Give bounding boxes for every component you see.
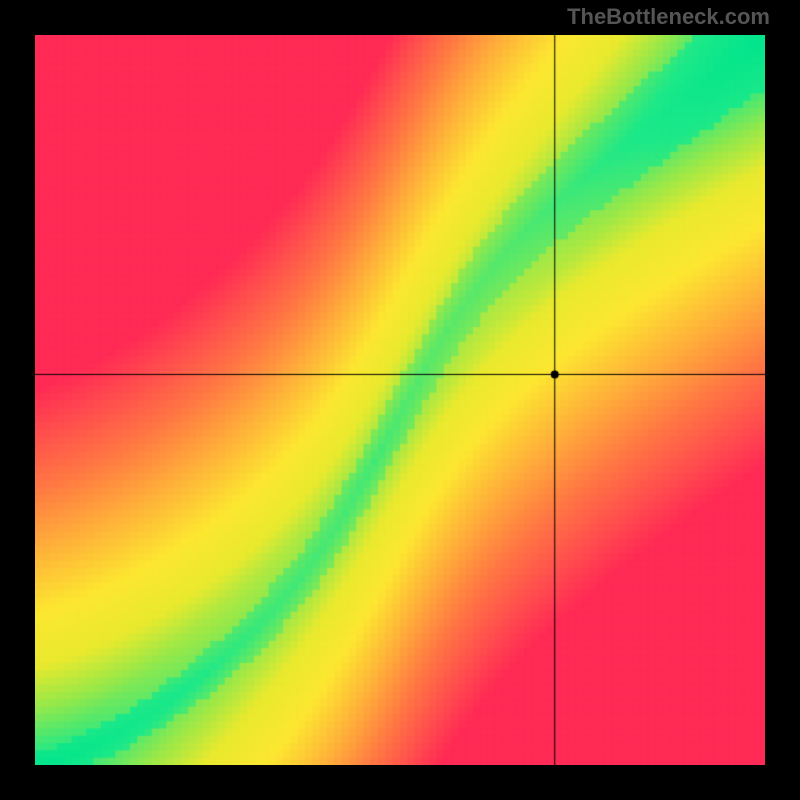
heatmap-canvas [35,35,765,765]
heatmap-plot [35,35,765,765]
attribution-text: TheBottleneck.com [567,4,770,30]
